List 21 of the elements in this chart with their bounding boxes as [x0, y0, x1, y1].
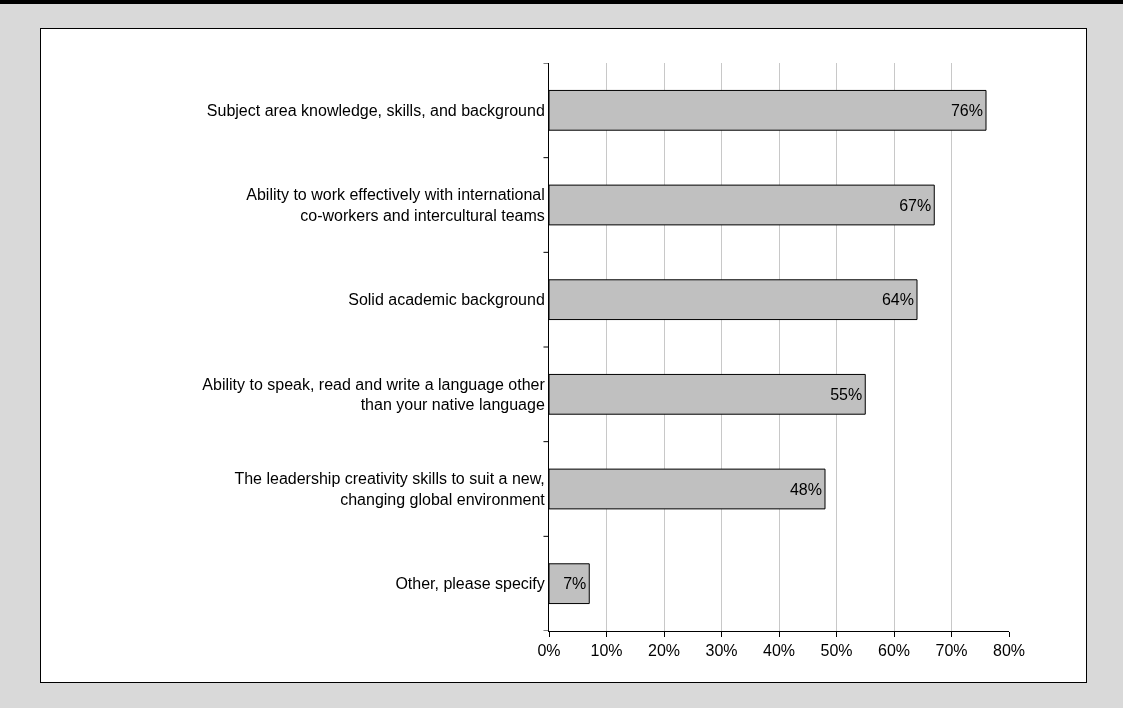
- x-tick-label: 10%: [590, 642, 623, 660]
- data-label: 55%: [830, 385, 863, 403]
- data-label: 67%: [899, 196, 932, 214]
- x-tick-label: 0%: [537, 642, 561, 660]
- x-tick-label: 70%: [935, 642, 968, 660]
- x-tick-label: 80%: [992, 642, 1026, 660]
- data-label: 76%: [950, 101, 983, 119]
- x-tick-label: 50%: [820, 642, 853, 660]
- x-tick-label: 20%: [647, 642, 681, 660]
- data-label: 48%: [789, 480, 822, 498]
- data-label: 64%: [881, 291, 914, 309]
- x-tick-label: 30%: [705, 642, 738, 660]
- y-tick-label: Ability to speak, read and write a language other than your native language: [202, 375, 546, 414]
- x-tick-label: 60%: [877, 642, 911, 660]
- data-label: 7%: [563, 575, 587, 593]
- x-tick-label: 40%: [762, 642, 796, 660]
- y-tick-label: Other, please specify: [395, 575, 545, 593]
- y-tick-label: Solid academic background: [348, 291, 545, 309]
- y-tick-label: Subject area knowledge, skills, and background: [206, 101, 545, 119]
- y-tick-label: The leadership creativity skills to suit a new, changing global environment: [234, 470, 546, 508]
- y-tick-label: Ability to work effectively with international co-workers and intercultural teams: [246, 186, 545, 224]
